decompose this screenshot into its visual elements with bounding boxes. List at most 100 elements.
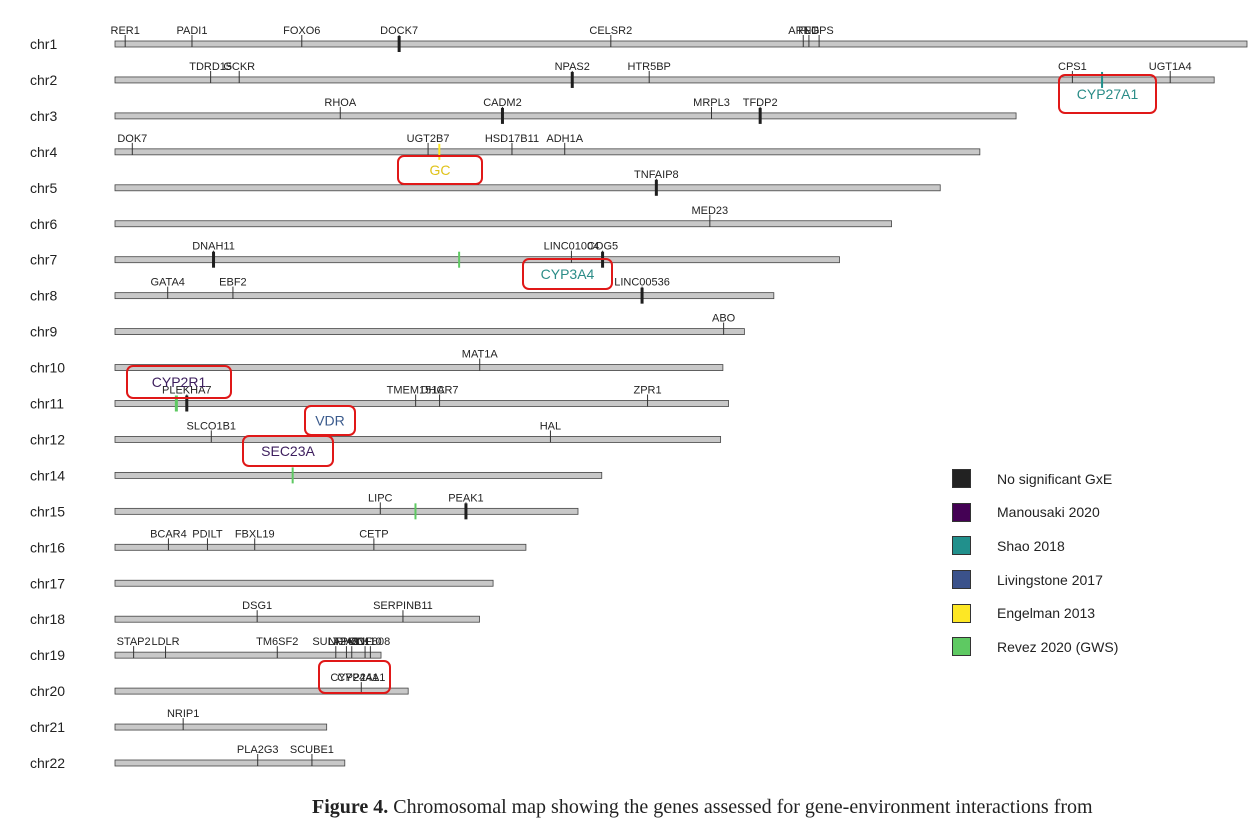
highlight-gene-label: CYP3A4 bbox=[541, 266, 595, 282]
gene-label: CPS1 bbox=[1058, 61, 1087, 73]
chromosome-label: chr9 bbox=[30, 324, 57, 340]
legend-label: No significant GxE bbox=[997, 470, 1113, 487]
gene-label: LINC01004 bbox=[544, 241, 600, 253]
legend-label: Revez 2020 (GWS) bbox=[997, 638, 1119, 655]
gene-label: TM6SF2 bbox=[256, 636, 298, 648]
gene-marker bbox=[464, 503, 468, 520]
gene-label: NPAS2 bbox=[555, 61, 590, 73]
gene-label: DOK7 bbox=[117, 133, 147, 145]
gene-label: GCKR bbox=[223, 61, 255, 73]
gene-label: APOC1 bbox=[333, 636, 370, 648]
chromosome-bar bbox=[114, 112, 1017, 120]
gene-label: ARNT bbox=[788, 25, 818, 37]
legend-item: Revez 2020 (GWS) bbox=[952, 630, 1118, 664]
chromosome-bar bbox=[114, 148, 981, 156]
gene-label: RER1 bbox=[111, 25, 140, 37]
chromosome-label: chr19 bbox=[30, 647, 65, 663]
legend-item: No significant GxE bbox=[952, 462, 1118, 496]
chromosome-label: chr20 bbox=[30, 683, 65, 699]
chromosome-bar bbox=[114, 364, 724, 371]
gene-label: KLK10 bbox=[349, 636, 382, 648]
gene-label: TDRD15 bbox=[189, 61, 232, 73]
gene-label: NRIP1 bbox=[167, 708, 199, 720]
chromosome-bar bbox=[114, 507, 579, 515]
highlight-gene-label: SEC23A bbox=[261, 443, 315, 459]
gene-marker bbox=[414, 503, 417, 520]
highlight-gene-label: GC bbox=[430, 162, 451, 178]
chromosome-bar bbox=[114, 184, 941, 192]
chromosome-bar bbox=[114, 543, 527, 551]
chromosome-label: chr3 bbox=[30, 108, 57, 124]
gene-marker bbox=[1101, 71, 1104, 88]
legend-label: Shao 2018 bbox=[997, 537, 1065, 554]
gene-label: MAT1A bbox=[462, 349, 499, 361]
gene-label: HSD17B11 bbox=[485, 133, 539, 145]
chromosome-bar bbox=[114, 220, 892, 228]
chromosome-bar bbox=[114, 651, 382, 659]
gene-label: PDILT bbox=[192, 528, 223, 540]
gene-label: SCUBE1 bbox=[290, 744, 334, 756]
gene-label: DOCK7 bbox=[380, 25, 418, 37]
chromosome-map: chr1 RER1 PADI1 FOXO6 DOCK7 CELSR2 ARNTFLGFDPS… bbox=[30, 25, 1248, 771]
highlight-box bbox=[318, 660, 391, 694]
gene-label: TFDP2 bbox=[743, 97, 778, 109]
chromosome-label: chr7 bbox=[30, 252, 57, 268]
legend-swatch bbox=[952, 637, 971, 657]
gene-label: CADM2 bbox=[483, 97, 522, 109]
legend-swatch bbox=[952, 536, 971, 556]
chromosome-bar bbox=[114, 400, 729, 407]
chromosome-label: chr5 bbox=[30, 180, 57, 196]
chromosome-bar bbox=[114, 759, 346, 767]
chromosome-label: chr15 bbox=[30, 503, 65, 519]
chromosome-bar bbox=[114, 615, 480, 623]
legend-label: Manousaki 2020 bbox=[997, 504, 1100, 521]
gene-label: DNAH11 bbox=[192, 241, 235, 253]
gene-label: EBF2 bbox=[219, 277, 247, 289]
gene-marker bbox=[174, 395, 178, 412]
chromosome-label: chr18 bbox=[30, 611, 65, 627]
legend-swatch bbox=[952, 570, 971, 590]
chromosome-bar bbox=[114, 579, 494, 587]
chromosome-label: chr6 bbox=[30, 216, 57, 232]
gene-label: LDLR bbox=[151, 636, 179, 648]
highlight-box bbox=[1058, 74, 1157, 114]
gene-marker bbox=[640, 287, 644, 304]
chromosome-bar bbox=[114, 436, 722, 443]
gene-label: FBXL19 bbox=[235, 528, 275, 540]
legend-item: Engelman 2013 bbox=[952, 596, 1118, 630]
chromosome-label: chr4 bbox=[30, 144, 57, 160]
gene-label: FOXO6 bbox=[283, 25, 320, 37]
gene-label: PEAK1 bbox=[448, 492, 483, 504]
highlight-box bbox=[126, 365, 232, 399]
gene-label: ADH1A bbox=[546, 133, 583, 145]
caption-text: Chromosomal map showing the genes assess… bbox=[393, 796, 1093, 818]
figure-caption: Figure 4. Chromosomal map showing the ge… bbox=[312, 796, 1093, 819]
highlight-gene-label: CYP2R1 bbox=[152, 374, 207, 390]
legend-item: Livingstone 2017 bbox=[952, 563, 1118, 597]
legend-swatch bbox=[952, 502, 971, 522]
gene-label: TMEM151A bbox=[387, 385, 446, 397]
legend: No significant GxE Manousaki 2020 Shao 2… bbox=[952, 462, 1118, 664]
legend-item: Manousaki 2020 bbox=[952, 496, 1118, 530]
gene-label: RHOA bbox=[324, 97, 356, 109]
chromosome-bar bbox=[114, 723, 328, 731]
chromosome-label: chr1 bbox=[30, 36, 57, 52]
gene-label: HTR5BP bbox=[627, 61, 670, 73]
chromosome-label: chr12 bbox=[30, 431, 65, 447]
highlight-gene-label: VDR bbox=[315, 413, 345, 429]
gene-label: FDPS bbox=[804, 25, 833, 37]
gene-label: UGT2B7 bbox=[407, 133, 450, 145]
gene-label: ZPR1 bbox=[633, 385, 661, 397]
legend-label: Livingstone 2017 bbox=[997, 571, 1103, 588]
gene-label: PLEKHA7 bbox=[162, 385, 212, 397]
gene-label: MRPL3 bbox=[693, 97, 730, 109]
chromosome-label: chr10 bbox=[30, 360, 65, 376]
gene-label: GATA4 bbox=[150, 277, 184, 289]
gene-label: ABO bbox=[712, 313, 736, 325]
highlight-box bbox=[397, 155, 483, 185]
highlight-box bbox=[522, 258, 613, 290]
gene-label: CYP24A1 bbox=[337, 672, 385, 684]
gene-label: HAL bbox=[540, 420, 561, 432]
gene-marker bbox=[654, 179, 658, 196]
chromosome-bar bbox=[114, 292, 775, 300]
